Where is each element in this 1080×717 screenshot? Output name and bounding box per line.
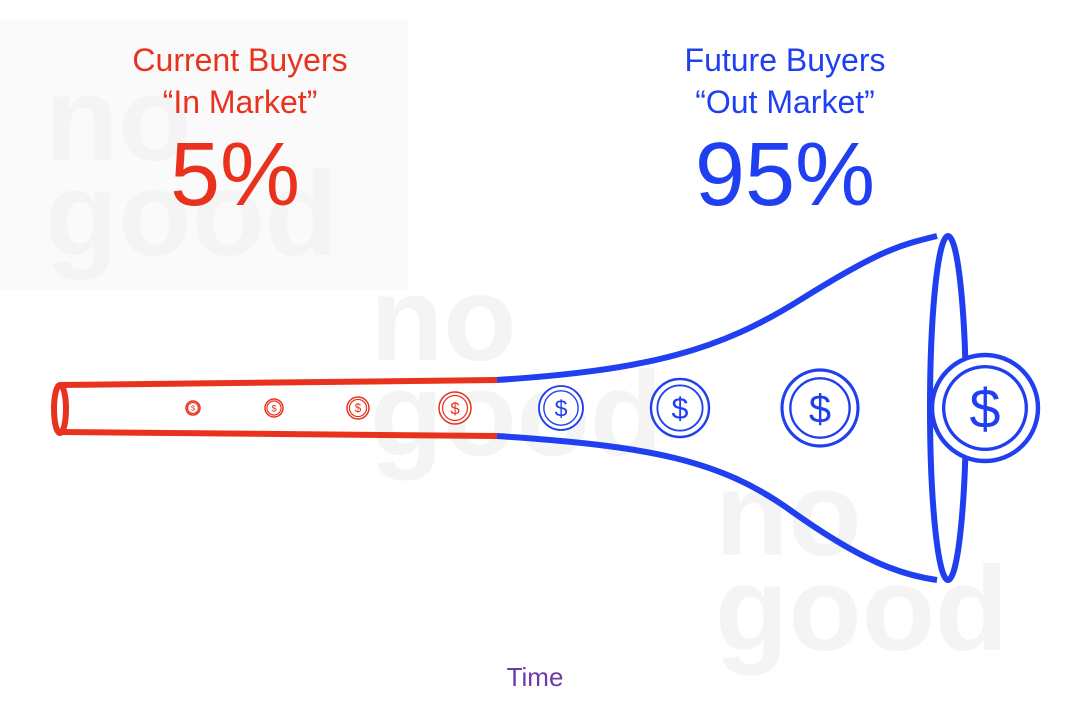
coin-symbol: $ <box>970 378 1001 440</box>
coin-inner <box>942 365 1028 451</box>
tube-red <box>59 377 498 439</box>
watermark-text: no <box>715 447 862 581</box>
watermark-text: no <box>45 52 192 186</box>
coin-rim <box>649 377 711 439</box>
panel <box>0 20 408 290</box>
right-share: 95% <box>695 125 875 225</box>
coin-inner <box>186 401 200 415</box>
left-heading: Current Buyers “In Market” 5% <box>132 42 347 225</box>
coin-inner <box>266 400 282 416</box>
coin-inner <box>656 384 704 432</box>
coin-symbol: $ <box>191 404 195 413</box>
coin-symbol: $ <box>555 395 568 421</box>
watermark-text: no <box>370 252 517 386</box>
watermark: no good no good no good <box>45 52 1008 676</box>
coin-rim <box>780 368 860 448</box>
coin-symbol: $ <box>355 403 362 415</box>
coin-inner <box>543 390 579 426</box>
right-subtitle: “Out Market” <box>695 84 875 120</box>
coin-rim <box>438 391 472 425</box>
coin-symbol: $ <box>450 399 460 418</box>
coin-inner <box>441 394 469 422</box>
coin-inner <box>348 398 368 418</box>
coin-rim <box>346 396 370 420</box>
left-share: 5% <box>170 125 300 225</box>
axis-label: Time <box>507 662 564 692</box>
watermark-text: good <box>715 542 1008 676</box>
coin-symbol: $ <box>809 387 831 431</box>
coin-inner <box>789 377 851 439</box>
coin-rim <box>929 352 1041 464</box>
left-subtitle: “In Market” <box>163 84 318 120</box>
watermark-text: good <box>45 147 338 281</box>
coin-rim <box>538 385 584 431</box>
coin-rim <box>264 398 284 418</box>
right-heading: Future Buyers “Out Market” 95% <box>685 42 886 225</box>
tube-blue <box>496 233 938 583</box>
tube-end <box>51 382 69 436</box>
coin-symbol: $ <box>271 403 277 414</box>
coins: $ $ $ $ $ $ $ $ <box>185 352 1041 464</box>
coin-symbol: $ <box>672 392 689 426</box>
right-title: Future Buyers <box>685 42 886 78</box>
left-title: Current Buyers <box>132 42 347 78</box>
